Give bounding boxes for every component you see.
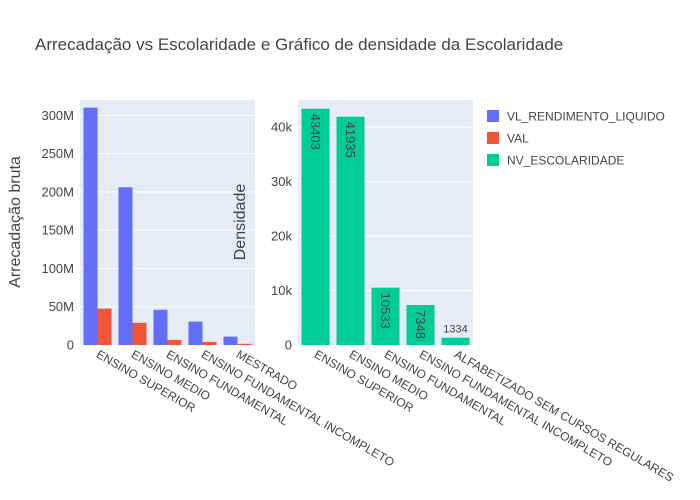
bar-val-ensino-superior[interactable] [98,309,112,345]
chart-title: Arrecadação vs Escolaridade e Gráfico de… [35,35,563,54]
bar-vl-rendimento-liquido-mestrado[interactable] [224,337,238,345]
data-label: 1334 [443,324,467,336]
bar-vl-rendimento-liquido-ensino-fundamental-incompleto[interactable] [189,322,203,345]
legend-label: NV_ESCOLARIDADE [507,154,624,168]
data-label: 7348 [413,310,428,339]
bar-vl-rendimento-liquido-ensino-medio[interactable] [119,187,133,345]
bar-vl-rendimento-liquido-ensino-superior[interactable] [84,108,98,345]
y-tick-label: 0 [285,338,292,353]
legend-item-vl-rendimento-liquido[interactable]: VL_RENDIMENTO_LIQUIDO [487,110,665,124]
bar-nv-escolaridade-alfabetizado-sem-cursos-regulares[interactable] [442,338,470,345]
data-label: 41935 [343,122,358,158]
y-tick-label: 50M [49,299,74,314]
data-label: 10533 [378,293,393,329]
y-tick-label: 30k [271,174,292,189]
plot-area-1 [80,100,255,345]
legend-label: VL_RENDIMENTO_LIQUIDO [507,110,665,124]
legend-item-val[interactable]: VAL [487,132,529,146]
legend-item-nv-escolaridade[interactable]: NV_ESCOLARIDADE [487,154,624,168]
legend-swatch [487,154,499,166]
y-tick-label: 100M [41,261,74,276]
y-tick-label: 10k [271,283,292,298]
legend[interactable]: VL_RENDIMENTO_LIQUIDO VAL NV_ESCOLARIDADE [487,110,665,168]
bar-val-ensino-fundamental-incompleto[interactable] [203,342,217,345]
y-tick-label: 40k [271,120,292,135]
y-tick-label: 200M [41,184,74,199]
legend-label: VAL [507,132,529,146]
data-label: 43403 [308,114,323,150]
y-tick-label: 250M [41,146,74,161]
bar-val-ensino-fundamental[interactable] [168,340,182,345]
y-tick-label: 150M [41,223,74,238]
bar-vl-rendimento-liquido-ensino-fundamental[interactable] [154,310,168,345]
y-tick-label: 0 [67,338,74,353]
legend-swatch [487,132,499,144]
y-tick-label: 300M [41,108,74,123]
y-axis-label: Densidade [232,184,249,261]
bar-val-mestrado[interactable] [238,344,252,345]
x-tick-label: ENSINO FUNDAMENTAL INCOMPLETO [417,347,615,469]
y-tick-label: 20k [271,229,292,244]
y-axis-label: Arrecadação bruta [7,156,24,288]
bar-val-ensino-medio[interactable] [133,323,147,345]
legend-swatch [487,110,499,122]
